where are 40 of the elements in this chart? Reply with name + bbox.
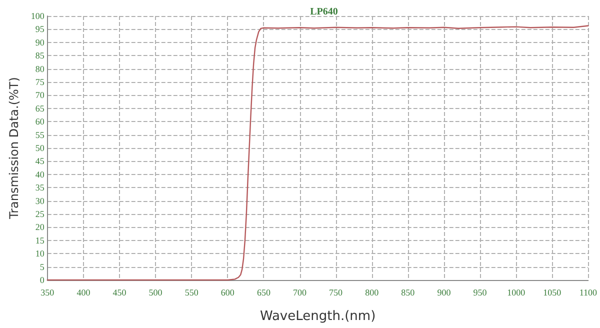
- x-tick-label: 600: [220, 288, 235, 298]
- y-tick-label: 15: [35, 235, 45, 246]
- y-tick-label: 95: [35, 24, 45, 34]
- y-tick-label: 10: [35, 248, 45, 259]
- x-tick-label: 1100: [579, 288, 598, 298]
- x-tick-label: 650: [256, 288, 271, 298]
- y-tick-label: 60: [35, 116, 45, 127]
- y-tick-label: 100: [30, 11, 45, 21]
- y-tick-label: 35: [35, 182, 45, 193]
- y-tick-label: 80: [35, 64, 45, 74]
- x-tick-label: 1000: [507, 288, 526, 298]
- y-tick-label: 0: [40, 275, 45, 285]
- x-tick-label: 700: [293, 288, 308, 298]
- y-tick-label: 85: [35, 50, 45, 61]
- x-tick-label: 500: [148, 288, 163, 298]
- y-tick-label: 70: [35, 90, 45, 100]
- x-tick-label: 400: [76, 288, 91, 298]
- y-tick-label: 5: [40, 262, 45, 272]
- y-axis-title: Transmission Data.(%T): [7, 77, 21, 220]
- y-tick-label: 20: [35, 222, 45, 232]
- y-tick-label: 45: [35, 156, 45, 166]
- x-tick-label: 900: [437, 288, 452, 298]
- y-tick-label: 40: [35, 169, 45, 180]
- y-tick-label: 90: [35, 37, 45, 48]
- y-tick-label: 75: [35, 77, 45, 87]
- x-tick-label: 800: [365, 288, 380, 298]
- y-tick-label: 55: [35, 130, 45, 140]
- x-tick-label: 750: [329, 288, 344, 298]
- x-tick-label: 450: [112, 288, 127, 298]
- x-tick-label: 550: [184, 288, 199, 298]
- y-tick-label: 25: [35, 209, 45, 219]
- x-tick-label: 950: [473, 288, 488, 298]
- x-tick-label: 850: [401, 288, 416, 298]
- y-tick-label: 30: [35, 196, 45, 206]
- y-tick-label: 65: [35, 103, 45, 114]
- y-tick-label: 50: [35, 143, 45, 153]
- x-tick-label: 1050: [543, 288, 562, 298]
- chart-title: LP640: [310, 6, 338, 18]
- x-axis-title: WaveLength.(nm): [260, 309, 376, 324]
- x-tick-label: 350: [40, 288, 55, 298]
